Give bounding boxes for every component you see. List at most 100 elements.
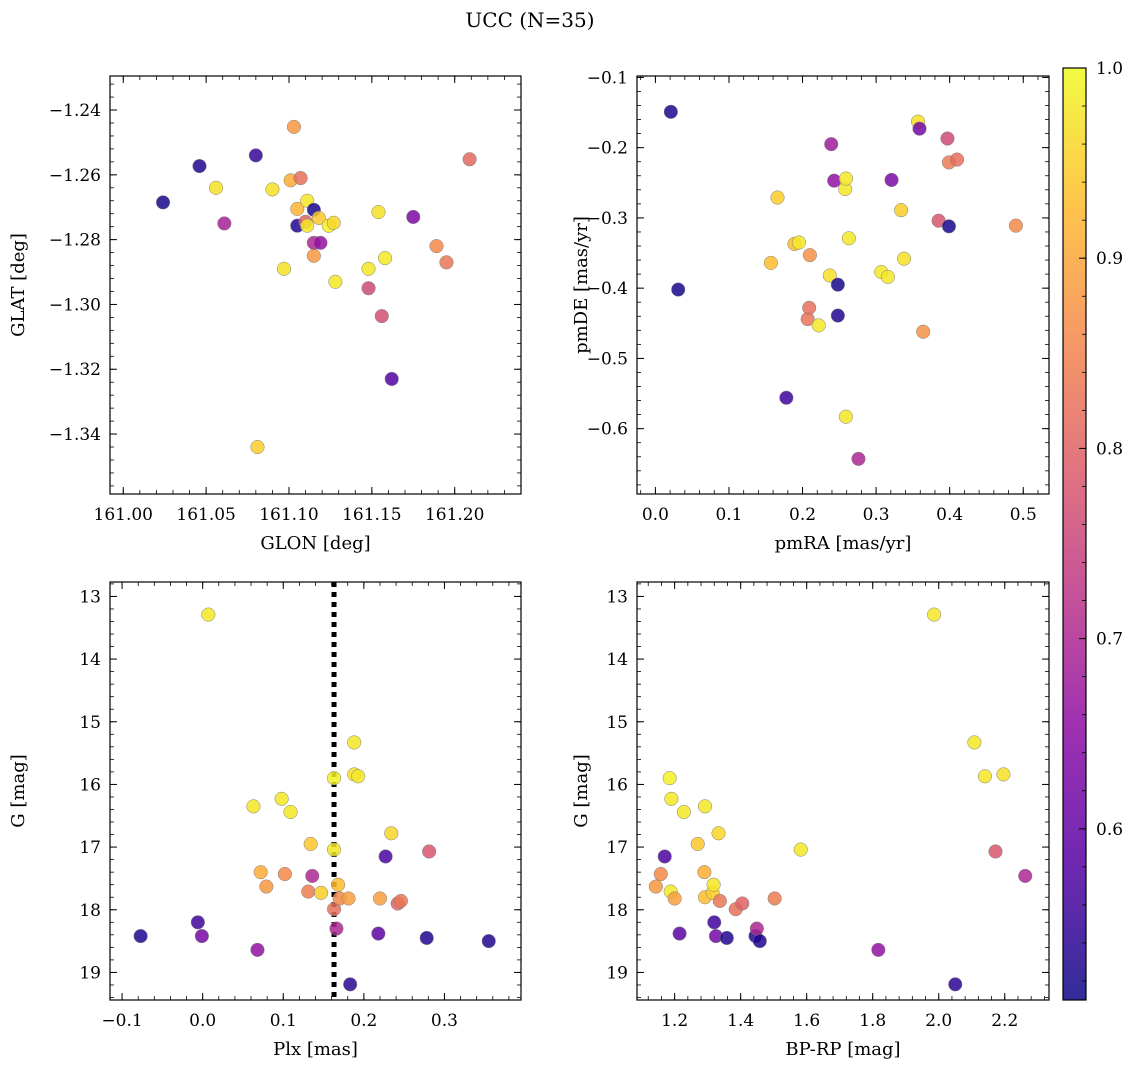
data-point (217, 216, 232, 231)
data-point (341, 891, 356, 906)
x-tick-label: 1.4 (727, 1011, 754, 1031)
axes-frame (636, 581, 1050, 1001)
y-tick-label: 13 (606, 587, 628, 607)
data-point (253, 865, 268, 880)
data-point (419, 930, 434, 946)
y-tick-label: 15 (606, 713, 628, 733)
data-point (194, 929, 209, 944)
data-point (1018, 868, 1033, 883)
data-point (664, 791, 679, 806)
data-point (347, 735, 362, 750)
colorbar-tick-label: 1.0 (1096, 59, 1123, 79)
colorbar-bar (1062, 67, 1087, 1001)
data-point (283, 804, 298, 820)
data-point (690, 836, 705, 852)
data-point (707, 915, 722, 930)
x-tick-label: 161.00 (94, 505, 153, 525)
x-axis-label: pmRA [mas/yr] (775, 533, 912, 554)
data-point (311, 210, 326, 225)
data-point (248, 148, 263, 163)
data-point (439, 255, 454, 270)
data-point (300, 218, 315, 233)
data-point (393, 893, 408, 909)
y-axis-label: pmDE [mas/yr] (571, 216, 592, 354)
y-tick-label: −1.32 (49, 360, 101, 380)
data-point (190, 915, 205, 930)
x-tick-label: 1.2 (661, 1011, 688, 1031)
data-point (912, 121, 927, 136)
colorbar-tick-label: 0.6 (1096, 820, 1123, 840)
data-point (378, 849, 393, 864)
data-point (884, 172, 899, 188)
data-point (827, 173, 842, 188)
data-point (481, 934, 496, 949)
panel-bprp-g: 1.2 1.4 1.6 1.8 2.0 2.2 13 14 15 16 17 18 19 BP-RP [m… (571, 581, 1050, 1060)
data-point (276, 261, 292, 276)
data-point (663, 104, 678, 119)
data-point (712, 893, 727, 909)
data-point (277, 866, 292, 882)
data-point (830, 308, 845, 323)
x-tick-label: 0.5 (1010, 505, 1037, 525)
data-point (662, 771, 677, 786)
axes-frame (109, 75, 522, 495)
y-tick-label: 18 (606, 901, 628, 921)
y-tick-label: 16 (606, 775, 628, 795)
data-point (343, 977, 358, 992)
x-tick-label: 0.2 (350, 1011, 377, 1031)
data-point (422, 844, 437, 859)
data-point (293, 171, 308, 186)
data-point (265, 182, 280, 197)
data-point (841, 231, 856, 246)
data-point (802, 248, 817, 263)
data-point (719, 930, 734, 946)
data-point (996, 767, 1011, 782)
data-point (371, 205, 386, 220)
data-point (916, 324, 931, 339)
x-tick-label: 1.6 (793, 1011, 820, 1031)
y-tick-label: 18 (79, 901, 101, 921)
data-point (988, 844, 1003, 859)
data-point (949, 152, 965, 167)
points-layer (663, 104, 1023, 466)
y-tick-label: −1.28 (49, 231, 101, 251)
data-point (653, 866, 668, 882)
data-point (811, 318, 826, 333)
data-point (793, 842, 808, 857)
y-axis-label: G [mag] (8, 754, 29, 827)
x-tick-label: 0.3 (863, 505, 890, 525)
data-point (822, 268, 837, 283)
data-point (779, 390, 794, 405)
x-axis-label: BP-RP [mag] (785, 1039, 900, 1060)
y-tick-label: −0.5 (587, 349, 628, 369)
data-point (1008, 218, 1023, 233)
data-point (897, 251, 912, 266)
y-tick-label: −0.6 (587, 420, 628, 440)
data-point (851, 451, 866, 466)
x-tick-label: 161.05 (176, 505, 235, 525)
data-point (671, 282, 686, 297)
data-point (351, 769, 366, 784)
y-tick-label: −1.26 (49, 166, 101, 186)
x-tick-label: 0.2 (789, 505, 816, 525)
data-point (791, 235, 806, 250)
x-axis-label: GLON [deg] (260, 533, 370, 554)
data-point (462, 152, 477, 167)
y-tick-label: −1.24 (49, 101, 101, 121)
data-point (326, 215, 341, 230)
x-tick-label: 0.0 (189, 1011, 216, 1031)
data-point (752, 934, 767, 949)
data-point (250, 942, 265, 957)
data-point (259, 879, 274, 894)
data-point (246, 799, 261, 814)
x-tick-label: 2.0 (925, 1011, 952, 1031)
x-tick-label: 0.3 (431, 1011, 458, 1031)
data-point (406, 209, 421, 225)
data-point (303, 836, 318, 852)
data-point (672, 926, 687, 941)
y-tick-label: 19 (606, 963, 628, 983)
points-layer (155, 119, 477, 455)
y-axis-label: GLAT [deg] (8, 233, 29, 337)
data-point (429, 239, 444, 254)
x-tick-label: 1.8 (859, 1011, 886, 1031)
